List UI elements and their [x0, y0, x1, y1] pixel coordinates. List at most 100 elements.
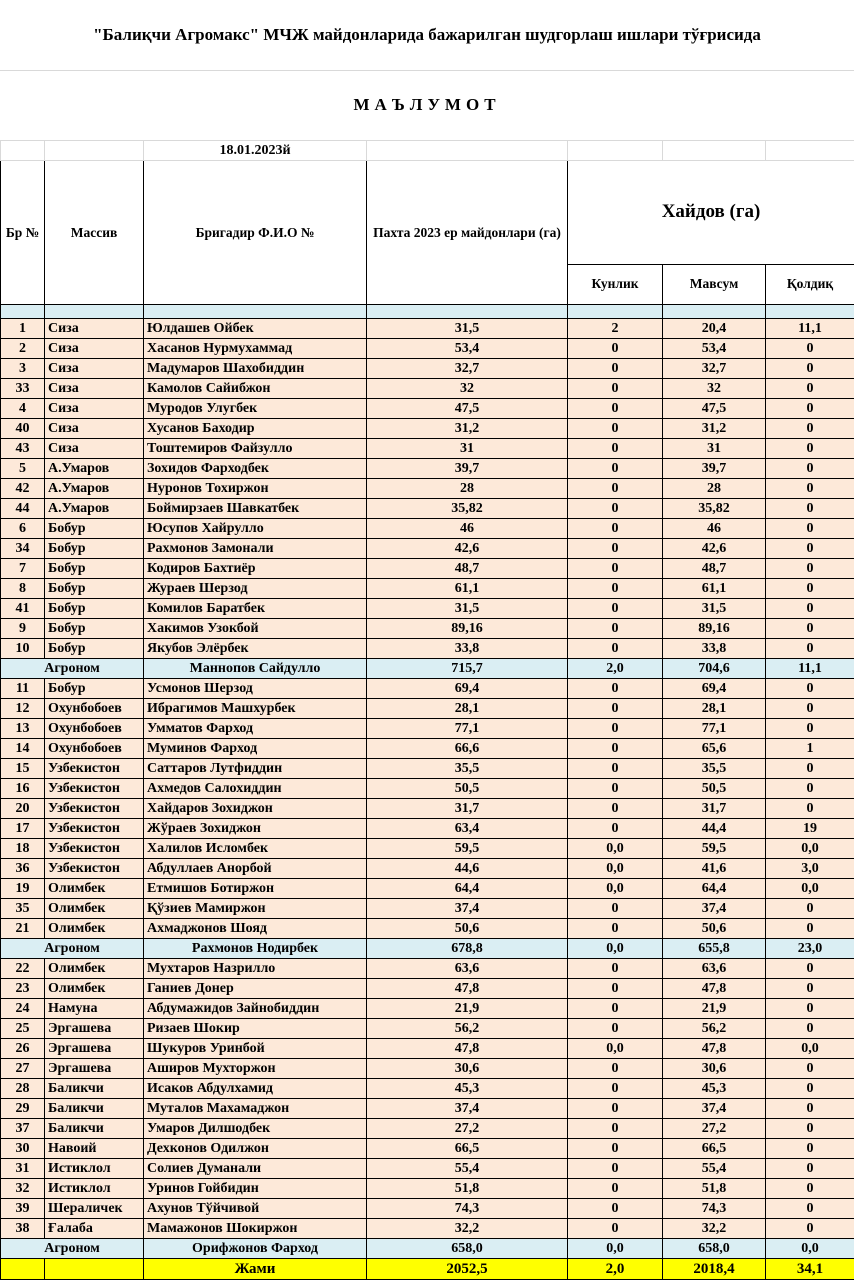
row-pakhta: 32	[366, 378, 568, 399]
row-br-no: 32	[0, 1178, 45, 1199]
row-br-no: 17	[0, 818, 45, 839]
row-qoldiq: 0	[765, 398, 854, 419]
row-brigadir: Ризаев Шокир	[143, 1018, 367, 1039]
row-pakhta: 64,4	[366, 878, 568, 899]
row-brigadir: Юлдашев Ойбек	[143, 318, 367, 339]
row-kunlik: 0	[567, 738, 663, 759]
row-pakhta: 66,6	[366, 738, 568, 759]
row-qoldiq: 0	[765, 1198, 854, 1219]
subtotal-row: Агроном Маннопов Сайдулло 715,7 2,0 704,6 11,…	[0, 658, 854, 679]
row-massiv: Баликчи	[44, 1118, 144, 1139]
row-qoldiq: 0	[765, 778, 854, 799]
row-br-no: 4	[0, 398, 45, 419]
total-mavsum: 2018,4	[662, 1258, 766, 1280]
row-brigadir: Саттаров Лутфиддин	[143, 758, 367, 779]
total-label: Жами	[143, 1258, 367, 1280]
row-massiv: А.Умаров	[44, 478, 144, 499]
row-pakhta: 47,8	[366, 1038, 568, 1059]
row-kunlik: 0,0	[567, 1038, 663, 1059]
row-mavsum: 32	[662, 378, 766, 399]
row-kunlik: 0	[567, 1078, 663, 1099]
row-massiv: Ғалаба	[44, 1218, 144, 1239]
row-qoldiq: 0	[765, 718, 854, 739]
row-kunlik: 0	[567, 718, 663, 739]
row-brigadir: Мамажонов Шокиржон	[143, 1218, 367, 1239]
total-row: Жами 2052,5 2,0 2018,4 34,1	[0, 1258, 854, 1280]
row-pakhta: 21,9	[366, 998, 568, 1019]
row-massiv: Истиклол	[44, 1158, 144, 1179]
table-row: 34 Бобур Рахмонов Замонали 42,6 0 42,6 0	[0, 538, 854, 559]
row-massiv: Олимбек	[44, 898, 144, 919]
row-massiv: Охунбобоев	[44, 718, 144, 739]
row-qoldiq: 0	[765, 978, 854, 999]
header-br-no: Бр №	[0, 160, 45, 305]
row-br-no: 27	[0, 1058, 45, 1079]
table-row: 40 Сиза Хусанов Баходир 31,2 0 31,2 0	[0, 418, 854, 439]
row-qoldiq: 0	[765, 638, 854, 659]
row-massiv: Узбекистон	[44, 758, 144, 779]
row-pakhta: 44,6	[366, 858, 568, 879]
row-br-no: 42	[0, 478, 45, 499]
row-brigadir: Ганиев Донер	[143, 978, 367, 999]
row-pakhta: 69,4	[366, 678, 568, 699]
row-massiv: Сиза	[44, 398, 144, 419]
row-br-no: 12	[0, 698, 45, 719]
row-mavsum: 64,4	[662, 878, 766, 899]
row-massiv: Сиза	[44, 318, 144, 339]
row-massiv: Сиза	[44, 418, 144, 439]
row-br-no: 14	[0, 738, 45, 759]
row-mavsum: 69,4	[662, 678, 766, 699]
row-br-no: 35	[0, 898, 45, 919]
table-row: 26 Эргашева Шукуров Уринбой 47,8 0,0 47,8 0,0	[0, 1038, 854, 1059]
row-br-no: 43	[0, 438, 45, 459]
row-kunlik: 0	[567, 538, 663, 559]
row-mavsum: 55,4	[662, 1158, 766, 1179]
table-row: 23 Олимбек Ганиев Донер 47,8 0 47,8 0	[0, 978, 854, 999]
table-row: 41 Бобур Комилов Баратбек 31,5 0 31,5 0	[0, 598, 854, 619]
table-row: 14 Охунбобоев Муминов Фарход 66,6 0 65,6 1	[0, 738, 854, 759]
row-kunlik: 0	[567, 1218, 663, 1239]
row-kunlik: 0	[567, 1158, 663, 1179]
row-br-no: 44	[0, 498, 45, 519]
row-pakhta: 32,7	[366, 358, 568, 379]
row-qoldiq: 19	[765, 818, 854, 839]
row-brigadir: Ахмаджонов Шояд	[143, 918, 367, 939]
subtotal-mavsum: 655,8	[662, 938, 766, 959]
row-massiv: Эргашева	[44, 1058, 144, 1079]
row-qoldiq: 0	[765, 1158, 854, 1179]
row-kunlik: 0	[567, 698, 663, 719]
row-massiv: Баликчи	[44, 1078, 144, 1099]
row-pakhta: 74,3	[366, 1198, 568, 1219]
row-mavsum: 65,6	[662, 738, 766, 759]
row-massiv: Шераличек	[44, 1198, 144, 1219]
row-pakhta: 31,5	[366, 598, 568, 619]
row-qoldiq: 0	[765, 1098, 854, 1119]
row-kunlik: 0	[567, 338, 663, 359]
row-brigadir: Исаков Абдулхамид	[143, 1078, 367, 1099]
row-brigadir: Муминов Фарход	[143, 738, 367, 759]
row-qoldiq: 0	[765, 798, 854, 819]
row-br-no: 40	[0, 418, 45, 439]
subtotal-row: Агроном Орифжонов Фарход 658,0 0,0 658,0 0,0	[0, 1238, 854, 1259]
row-mavsum: 31,7	[662, 798, 766, 819]
row-kunlik: 0	[567, 398, 663, 419]
row-br-no: 20	[0, 798, 45, 819]
row-brigadir: Солиев Думанали	[143, 1158, 367, 1179]
row-massiv: Сиза	[44, 438, 144, 459]
table-row: 38 Ғалаба Мамажонов Шокиржон 32,2 0 32,2 0	[0, 1218, 854, 1239]
row-pakhta: 66,5	[366, 1138, 568, 1159]
row-pakhta: 28	[366, 478, 568, 499]
row-pakhta: 31	[366, 438, 568, 459]
row-pakhta: 35,82	[366, 498, 568, 519]
row-brigadir: Хасанов Нурмухаммад	[143, 338, 367, 359]
subtotal-agronom-name: Орифжонов Фарход	[143, 1238, 367, 1259]
row-brigadir: Муталов Махамаджон	[143, 1098, 367, 1119]
row-pakhta: 61,1	[366, 578, 568, 599]
row-massiv: Сиза	[44, 338, 144, 359]
row-mavsum: 56,2	[662, 1018, 766, 1039]
table-row: 29 Баликчи Муталов Махамаджон 37,4 0 37,4 0	[0, 1098, 854, 1119]
subtotal-agronom-name: Маннопов Сайдулло	[143, 658, 367, 679]
row-kunlik: 0,0	[567, 858, 663, 879]
row-qoldiq: 0	[765, 418, 854, 439]
row-brigadir: Рахмонов Замонали	[143, 538, 367, 559]
